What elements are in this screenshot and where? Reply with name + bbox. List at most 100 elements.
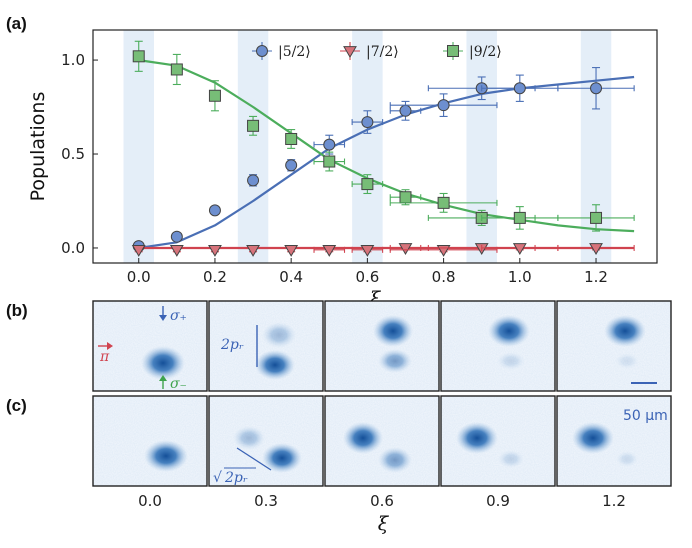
- image-panel-b-1: [208, 300, 324, 392]
- image-panel-c-2: [324, 395, 440, 487]
- image-noise: [557, 301, 671, 391]
- legend-marker-2: [447, 45, 459, 57]
- image-frame: [208, 300, 324, 392]
- pi-arrow-head: [107, 342, 113, 350]
- data-point-1-3: [246, 244, 260, 257]
- data-point-1-6: [360, 244, 375, 257]
- images-x-axis-title: ξ: [378, 513, 390, 535]
- atom-cloud-0: [233, 426, 265, 450]
- image-frame: [556, 300, 672, 392]
- populations-chart: 0.0 0.2 0.4 0.6 0.8 1.0 1.20.00.51.0ξPopulatio…: [27, 29, 658, 310]
- image-panel-c-4: [556, 395, 672, 487]
- legend-marker-0: [256, 45, 268, 57]
- panel-label-a: (a): [6, 14, 27, 33]
- atom-cloud-0: [141, 346, 185, 380]
- x-tick-label-3: 0.6: [355, 268, 379, 286]
- atom-cloud-1: [255, 350, 295, 380]
- image-panel-b-3: [440, 300, 556, 392]
- legend-label-0: |5/2⟩: [278, 44, 311, 60]
- atom-cloud-1: [497, 352, 525, 370]
- x-tick-label-4: 0.8: [432, 268, 456, 286]
- data-point-1-11: [589, 243, 603, 256]
- atom-cloud-0: [373, 315, 413, 347]
- data-point-2-11: [590, 211, 603, 224]
- atom-cloud-1: [616, 451, 638, 467]
- atom-cloud-1: [615, 353, 639, 369]
- y-tick-label-0: 0.0: [61, 239, 85, 257]
- sigma-plus-arrow-head: [159, 315, 167, 321]
- panel-label-b: (b): [6, 301, 28, 320]
- atom-cloud-0: [572, 422, 614, 454]
- data-point-0-7: [399, 104, 412, 117]
- image-panel-b-4: [556, 300, 672, 392]
- data-point-2-4: [285, 132, 298, 145]
- spacing-bar-c: [236, 447, 272, 471]
- fit-line-0: [138, 75, 635, 250]
- legend-label-1: |7/2⟩: [366, 44, 399, 60]
- shaded-band-2: [352, 30, 383, 263]
- y-tick-label-2: 1.0: [61, 51, 85, 69]
- data-point-2-10: [513, 211, 526, 224]
- atom-cloud-0: [262, 322, 296, 348]
- data-point-2-6: [361, 178, 374, 191]
- image-noise: [209, 396, 323, 486]
- x-tick-label-2: 0.4: [279, 268, 303, 286]
- atom-cloud-0: [144, 440, 188, 472]
- image-xi-label-0: 0.0: [138, 492, 162, 510]
- plot-frame: [92, 29, 658, 264]
- image-frame: [324, 300, 440, 392]
- shaded-band-3: [466, 30, 497, 263]
- image-frame: [440, 395, 556, 487]
- image-panel-c-0: [92, 395, 208, 487]
- y-tick-label-1: 0.5: [61, 145, 85, 163]
- image-frame: [208, 395, 324, 487]
- shaded-bands: [123, 30, 612, 263]
- atom-cloud-0: [343, 422, 383, 454]
- sigma-minus-arrow-head: [159, 375, 167, 381]
- data-point-0-11: [590, 82, 603, 95]
- scale-bar-label: 50 μm: [623, 408, 668, 424]
- image-xi-label-2: 0.6: [370, 492, 394, 510]
- x-tick-label-1: 0.2: [203, 268, 227, 286]
- legend-label-2: |9/2⟩: [469, 44, 502, 60]
- data-point-1-10: [512, 243, 527, 256]
- atom-cloud-0: [604, 315, 646, 347]
- data-point-2-5: [323, 155, 336, 168]
- image-noise: [325, 301, 439, 391]
- data-point-0-2: [208, 204, 221, 217]
- data-point-2-7: [399, 191, 412, 204]
- data-point-2-1: [170, 63, 183, 76]
- image-frame: [556, 395, 672, 487]
- atom-cloud-1: [498, 450, 524, 468]
- data-point-1-1: [169, 244, 184, 257]
- data-point-0-3: [247, 174, 260, 187]
- image-frame: [440, 300, 556, 392]
- data-point-1-5: [322, 244, 337, 257]
- pi-label: π: [99, 349, 110, 365]
- panel-label-c: (c): [6, 396, 27, 415]
- image-xi-label-4: 1.2: [602, 492, 626, 510]
- legend-marker-1: [343, 46, 357, 59]
- image-frame: [92, 300, 208, 392]
- x-tick-label-0: 0.0: [127, 268, 151, 286]
- fit-line-2: [138, 59, 635, 233]
- data-point-0-6: [361, 116, 374, 129]
- spacing-label-c: 2pᵣ: [224, 470, 248, 486]
- atom-cloud-1: [262, 443, 302, 473]
- series-0: [132, 67, 635, 253]
- image-frame: [324, 395, 440, 487]
- data-point-2-8: [437, 196, 450, 209]
- image-noise: [93, 396, 207, 486]
- data-point-0-1: [170, 230, 183, 243]
- x-tick-label-6: 1.2: [584, 268, 608, 286]
- data-point-2-3: [247, 119, 260, 132]
- image-noise: [441, 301, 555, 391]
- atom-cloud-0: [488, 315, 530, 347]
- image-panel-c-1: [208, 395, 324, 487]
- data-point-0-5: [323, 138, 336, 151]
- image-panel-c-3: [440, 395, 556, 487]
- atom-cloud-1: [378, 349, 412, 373]
- y-axis-title: Populations: [27, 92, 49, 202]
- data-point-2-2: [208, 89, 221, 102]
